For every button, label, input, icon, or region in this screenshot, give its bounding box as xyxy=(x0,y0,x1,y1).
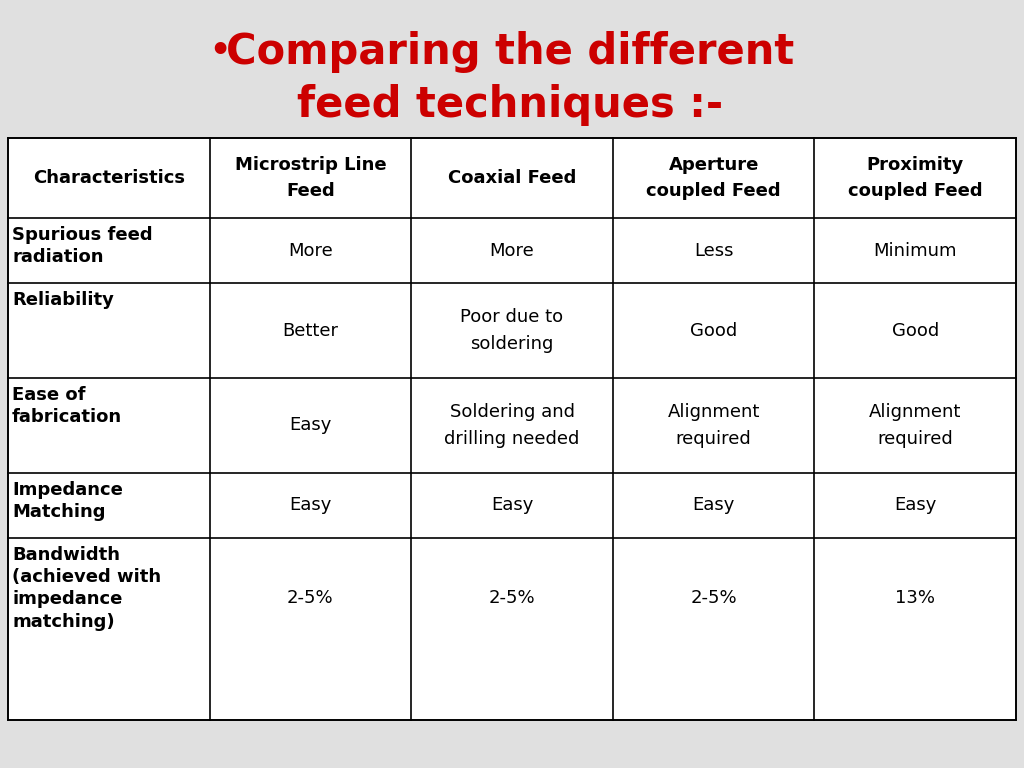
Text: Proximity
coupled Feed: Proximity coupled Feed xyxy=(848,156,982,200)
Text: Easy: Easy xyxy=(289,416,332,435)
Text: Alignment
required: Alignment required xyxy=(668,403,760,448)
Text: Microstrip Line
Feed: Microstrip Line Feed xyxy=(234,156,386,200)
Text: Bandwidth
(achieved with
impedance
matching): Bandwidth (achieved with impedance match… xyxy=(12,546,161,631)
Text: More: More xyxy=(489,241,535,260)
Text: Easy: Easy xyxy=(894,496,936,515)
Text: Reliability: Reliability xyxy=(12,291,114,309)
Text: Spurious feed
radiation: Spurious feed radiation xyxy=(12,226,153,266)
Text: Impedance
Matching: Impedance Matching xyxy=(12,481,123,521)
Text: Alignment
required: Alignment required xyxy=(869,403,962,448)
Text: Less: Less xyxy=(694,241,733,260)
Text: Easy: Easy xyxy=(289,496,332,515)
Text: 2-5%: 2-5% xyxy=(287,589,334,607)
Text: Comparing the different: Comparing the different xyxy=(226,31,795,73)
Text: Coaxial Feed: Coaxial Feed xyxy=(447,169,577,187)
Text: Easy: Easy xyxy=(490,496,534,515)
Text: Good: Good xyxy=(892,322,939,339)
Text: •: • xyxy=(209,35,230,68)
Text: Easy: Easy xyxy=(692,496,735,515)
Text: 2-5%: 2-5% xyxy=(488,589,536,607)
Text: Poor due to
soldering: Poor due to soldering xyxy=(461,308,563,353)
Text: More: More xyxy=(288,241,333,260)
Text: Better: Better xyxy=(283,322,338,339)
Text: Minimum: Minimum xyxy=(873,241,957,260)
Text: Ease of
fabrication: Ease of fabrication xyxy=(12,386,122,426)
Bar xyxy=(8,138,1016,720)
Text: Aperture
coupled Feed: Aperture coupled Feed xyxy=(646,156,781,200)
Text: feed techniques :-: feed techniques :- xyxy=(297,84,723,126)
Text: 2-5%: 2-5% xyxy=(690,589,737,607)
Text: Soldering and
drilling needed: Soldering and drilling needed xyxy=(444,403,580,448)
Text: Good: Good xyxy=(690,322,737,339)
Text: Characteristics: Characteristics xyxy=(33,169,184,187)
Text: 13%: 13% xyxy=(895,589,935,607)
